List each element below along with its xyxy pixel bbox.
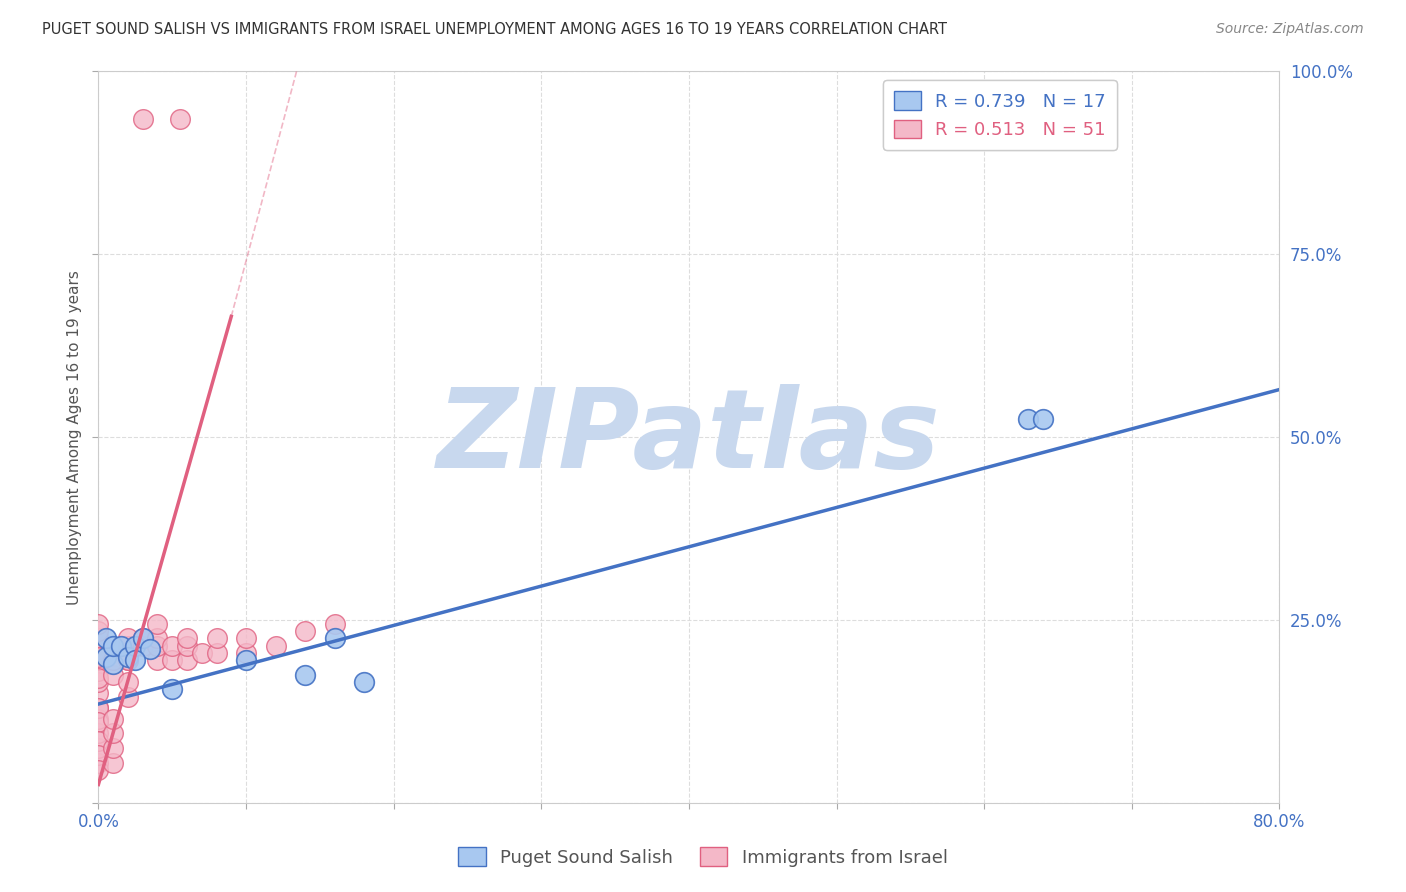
Point [117,653,139,667]
Point [146,616,169,631]
Point [294,624,316,638]
Point [132,632,155,646]
Point [94,632,117,646]
Point [162,639,183,653]
Point [205,646,228,660]
Point [1017,412,1039,426]
Point [323,616,346,631]
Point [103,756,125,770]
Point [87,712,110,726]
Point [169,112,191,126]
Point [146,653,169,667]
Y-axis label: Unemployment Among Ages 16 to 19 years: Unemployment Among Ages 16 to 19 years [66,269,82,605]
Point [87,632,110,646]
Point [235,653,257,667]
Point [162,653,183,667]
Point [205,632,228,646]
Text: ZIPatlas: ZIPatlas [437,384,941,491]
Point [117,690,139,704]
Point [176,653,198,667]
Point [117,653,139,667]
Point [235,646,257,660]
Point [87,672,110,686]
Point [191,646,214,660]
Point [176,639,198,653]
Point [87,726,110,740]
Text: PUGET SOUND SALISH VS IMMIGRANTS FROM ISRAEL UNEMPLOYMENT AMONG AGES 16 TO 19 YE: PUGET SOUND SALISH VS IMMIGRANTS FROM IS… [42,22,948,37]
Point [132,632,155,646]
Point [139,642,162,657]
Point [87,748,110,763]
Point [235,632,257,646]
Point [87,756,110,770]
Point [87,700,110,714]
Point [110,639,132,653]
Point [87,649,110,664]
Point [103,657,125,671]
Point [87,653,110,667]
Point [87,733,110,747]
Point [176,632,198,646]
Point [117,639,139,653]
Point [87,715,110,730]
Point [87,642,110,657]
Point [94,649,117,664]
Point [132,112,155,126]
Point [146,639,169,653]
Legend: R = 0.739   N = 17, R = 0.513   N = 51: R = 0.739 N = 17, R = 0.513 N = 51 [883,80,1116,150]
Point [117,675,139,690]
Point [103,653,125,667]
Point [162,682,183,697]
Point [87,700,110,714]
Legend: Puget Sound Salish, Immigrants from Israel: Puget Sound Salish, Immigrants from Isra… [451,840,955,874]
Point [103,726,125,740]
Point [294,667,316,681]
Point [132,639,155,653]
Text: Source: ZipAtlas.com: Source: ZipAtlas.com [1216,22,1364,37]
Point [117,649,139,664]
Point [323,632,346,646]
Point [87,763,110,777]
Point [117,632,139,646]
Point [87,616,110,631]
Point [87,740,110,755]
Point [103,712,125,726]
Point [1032,412,1054,426]
Point [103,667,125,681]
Point [87,675,110,690]
Point [87,624,110,638]
Point [87,686,110,700]
Point [124,653,146,667]
Point [353,675,375,690]
Point [146,632,169,646]
Point [264,639,287,653]
Point [87,664,110,678]
Point [103,639,125,653]
Point [124,639,146,653]
Point [103,740,125,755]
